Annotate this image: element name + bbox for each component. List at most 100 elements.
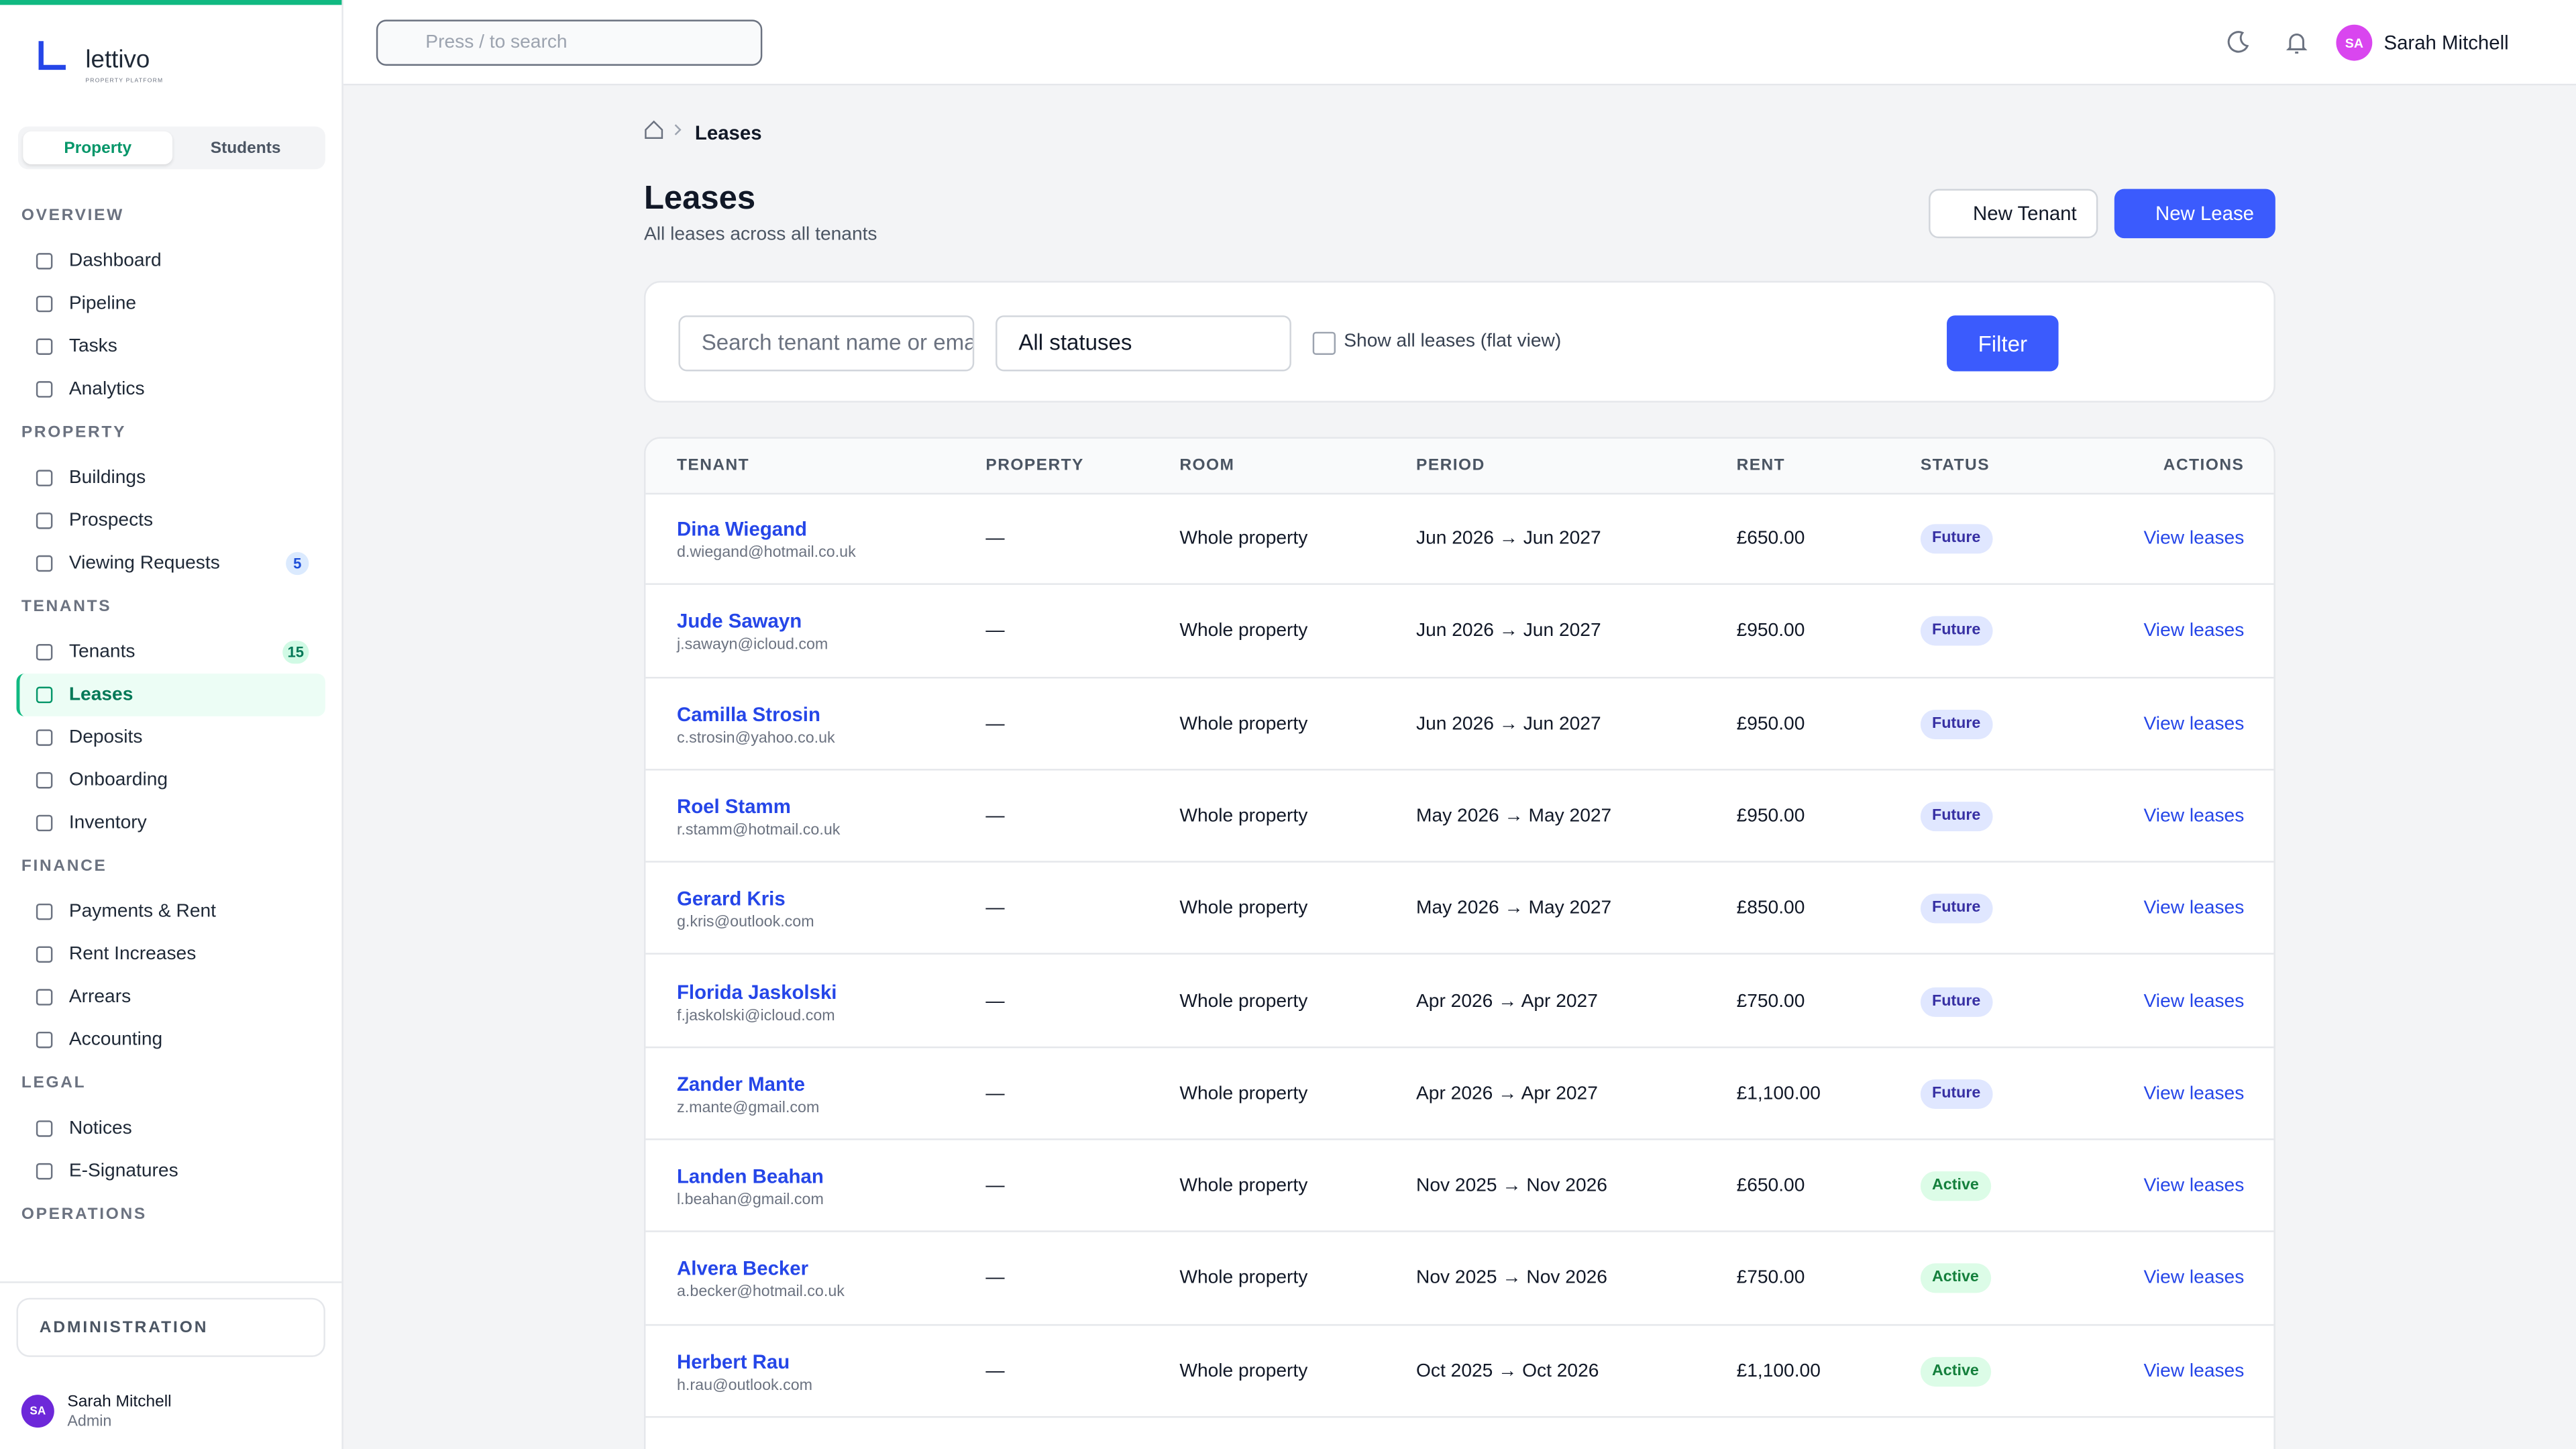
status-pill: Future xyxy=(1920,1079,1992,1109)
table-row: Alvera Becker a.becker@hotmail.co.uk — Whol… xyxy=(645,1233,2274,1326)
theme-icon[interactable] xyxy=(2224,30,2251,56)
nav-item[interactable]: Payments & Rent xyxy=(16,890,325,933)
view-leases-link[interactable]: View leases xyxy=(2143,1176,2245,1197)
tenant-search[interactable]: Search tenant name or email xyxy=(678,315,975,372)
checkbox[interactable] xyxy=(1312,331,1336,355)
tenant-email: z.mante@gmail.com xyxy=(676,1098,820,1117)
nav-item[interactable]: Rent Increases xyxy=(16,933,325,976)
nav-item[interactable]: Inventory xyxy=(16,802,325,845)
tenant-name[interactable]: Alvera Becker xyxy=(676,1257,809,1281)
page-subtitle: All leases across all tenants xyxy=(644,225,877,245)
new-tenant-button[interactable]: New Tenant xyxy=(1929,189,2098,239)
view-leases-link[interactable]: View leases xyxy=(2143,806,2245,826)
nav: OVERVIEW Dashboard Pipeline Tasks Analytics P… xyxy=(0,194,342,1283)
nav-item[interactable]: Onboarding xyxy=(16,759,325,802)
avatar[interactable]: SA xyxy=(2336,24,2373,61)
new-lease-button[interactable]: New Lease xyxy=(2114,189,2275,239)
nav-icon xyxy=(36,903,53,920)
view-leases-link[interactable]: View leases xyxy=(2143,1083,2245,1104)
status-select[interactable]: All statuses xyxy=(996,315,1291,372)
column-header: PERIOD xyxy=(1416,456,1485,475)
bell-icon[interactable] xyxy=(2284,30,2310,56)
nav-icon xyxy=(36,253,53,270)
nav-item[interactable]: Pipeline xyxy=(16,282,325,325)
rent: £950.00 xyxy=(1736,714,1805,734)
logo xyxy=(38,41,66,70)
tenant-name[interactable]: Roel Stamm xyxy=(676,795,791,818)
tenant-name[interactable]: Jude Sawayn xyxy=(676,610,802,633)
nav-heading: LEGAL xyxy=(21,1074,87,1093)
nav-item[interactable]: Tenants 15 xyxy=(16,631,325,674)
period: May 2026 → May 2027 xyxy=(1416,806,1612,826)
nav-item[interactable]: Viewing Requests 5 xyxy=(16,542,325,585)
nav-item[interactable]: E-Signatures xyxy=(16,1150,325,1193)
nav-icon xyxy=(36,1120,53,1137)
room: Whole property xyxy=(1179,621,1308,641)
nav-icon xyxy=(36,686,53,704)
tabs: Property Students xyxy=(17,126,325,170)
nav-icon xyxy=(36,644,53,661)
nav-heading: OPERATIONS xyxy=(21,1205,147,1224)
tenant-name[interactable]: Dina Wiegand xyxy=(676,517,808,541)
property: — xyxy=(985,621,1005,641)
nav-icon xyxy=(36,338,53,355)
nav-item[interactable]: Tasks xyxy=(16,325,325,368)
nav-item[interactable]: Arrears xyxy=(16,976,325,1019)
checkbox-label[interactable]: Show all leases (flat view) xyxy=(1344,331,1562,352)
search[interactable]: Press / to search xyxy=(376,19,763,66)
view-leases-link[interactable]: View leases xyxy=(2143,1361,2245,1381)
nav-item[interactable]: Buildings xyxy=(16,457,325,500)
view-leases-link[interactable]: View leases xyxy=(2143,714,2245,734)
nav-label: E-Signatures xyxy=(68,1161,178,1181)
tenant-name[interactable]: Landen Beahan xyxy=(676,1165,824,1188)
tenant-email: c.strosin@yahoo.co.uk xyxy=(676,729,835,747)
nav-heading: FINANCE xyxy=(21,857,107,876)
nav-label: Viewing Requests xyxy=(68,553,220,574)
nav-item[interactable]: Deposits xyxy=(16,716,325,759)
tenant-name[interactable]: Florida Jaskolski xyxy=(676,979,837,1004)
tenant-email: j.sawayn@icloud.com xyxy=(676,636,828,655)
nav-item[interactable]: Analytics xyxy=(16,368,325,411)
tenant-name[interactable]: Zander Mante xyxy=(676,1072,806,1095)
nav-label: Pipeline xyxy=(68,294,137,314)
room: Whole property xyxy=(1179,1269,1308,1289)
status-pill: Active xyxy=(1920,1171,1990,1201)
nav-item[interactable]: Notices xyxy=(16,1108,325,1150)
tenant-name[interactable]: Gerard Kris xyxy=(676,887,786,911)
nav-heading: OVERVIEW xyxy=(21,207,124,225)
nav-item[interactable]: Dashboard xyxy=(16,240,325,283)
nav-label: Prospects xyxy=(68,511,154,531)
tenant-name[interactable]: Camilla Strosin xyxy=(676,702,820,726)
tab[interactable]: Property xyxy=(23,131,173,164)
filter-button[interactable]: Filter xyxy=(1947,315,2059,372)
table-header: TENANT PROPERTY ROOM PERIOD RENT STATUS ACTION… xyxy=(645,438,2274,495)
view-leases-link[interactable]: View leases xyxy=(2143,899,2245,919)
rent: £1,100.00 xyxy=(1736,1361,1821,1381)
view-leases-link[interactable]: View leases xyxy=(2143,991,2245,1012)
view-leases-link[interactable]: View leases xyxy=(2143,1269,2245,1289)
tab[interactable]: Students xyxy=(210,138,281,157)
sidebar: lettivo PROPERTY PLATFORM Property Stude… xyxy=(0,0,343,1449)
column-header: STATUS xyxy=(1920,456,1990,475)
admin-toggle[interactable]: ADMINISTRATION xyxy=(16,1297,325,1357)
tenant-email: l.beahan@gmail.com xyxy=(676,1191,824,1210)
nav-item[interactable]: Prospects xyxy=(16,499,325,542)
home-icon[interactable] xyxy=(644,120,687,140)
nav-item[interactable]: Accounting xyxy=(16,1018,325,1061)
period: Nov 2025 → Nov 2026 xyxy=(1416,1269,1607,1289)
rent: £850.00 xyxy=(1736,899,1805,919)
user-name[interactable]: Sarah Mitchell xyxy=(2383,31,2509,54)
tenant-name[interactable]: Herbert Rau xyxy=(676,1350,790,1373)
column-header: RENT xyxy=(1736,456,1786,475)
room: Whole property xyxy=(1179,806,1308,826)
view-leases-link[interactable]: View leases xyxy=(2143,621,2245,641)
tenant-email: g.kris@outlook.com xyxy=(676,914,814,932)
view-leases-link[interactable]: View leases xyxy=(2143,529,2245,549)
rent: £750.00 xyxy=(1736,991,1805,1012)
room: Whole property xyxy=(1179,1176,1308,1197)
nav-icon xyxy=(36,989,53,1006)
nav-item[interactable]: Leases xyxy=(16,674,325,716)
tenant-email: h.rau@outlook.com xyxy=(676,1376,813,1395)
